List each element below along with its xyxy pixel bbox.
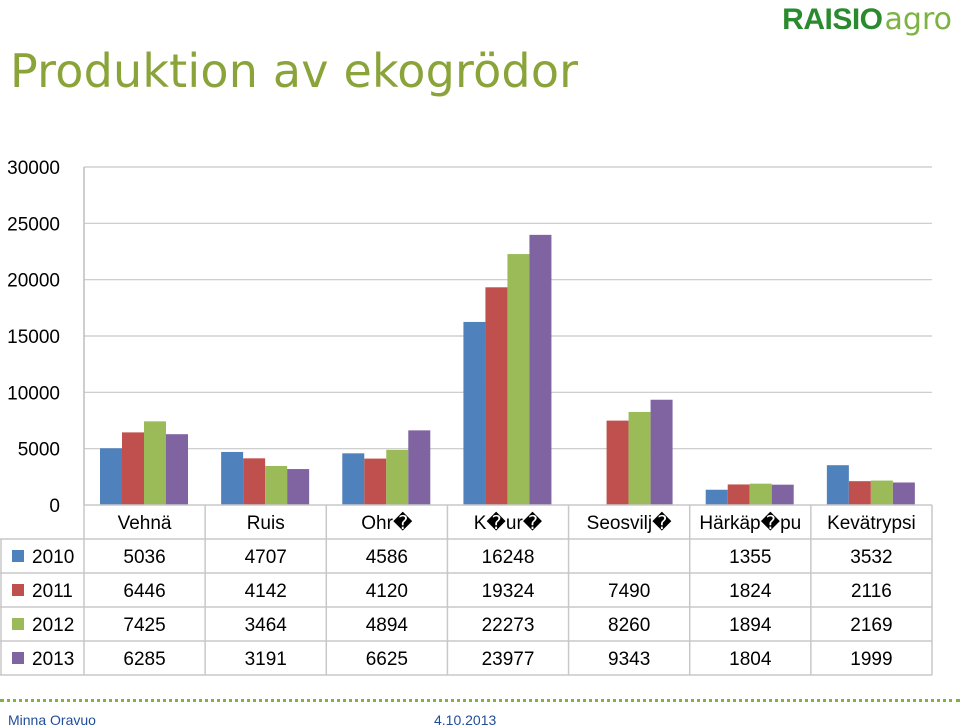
data-label: 8260: [608, 615, 650, 636]
footer-date: 4.10.2013: [434, 712, 497, 728]
bar: [408, 430, 431, 505]
data-label: 1999: [850, 649, 892, 670]
bar: [485, 287, 508, 505]
category-label: Härkäp�pu: [699, 511, 801, 534]
bar: [705, 489, 728, 505]
data-label: 7490: [608, 581, 650, 602]
data-label: 1804: [729, 649, 772, 670]
category-label: Vehnä: [118, 513, 172, 534]
raisio-agro-logo: RAISIOagro: [782, 2, 952, 37]
data-label: 1894: [729, 615, 772, 636]
bar: [221, 451, 244, 505]
bar: [749, 483, 772, 505]
bar: [529, 234, 552, 505]
data-label: 1355: [729, 547, 771, 568]
data-label: 6446: [123, 581, 165, 602]
y-tick-label: 25000: [7, 214, 60, 235]
legend-label: 2012: [32, 615, 74, 636]
bar: [463, 321, 486, 505]
bar: [122, 432, 144, 505]
bar: [848, 481, 871, 505]
logo-sub: agro: [884, 2, 952, 37]
bar: [265, 465, 288, 505]
bar: [100, 448, 122, 505]
footer-divider: [0, 699, 960, 702]
bar: [650, 399, 673, 505]
y-tick-label: 5000: [18, 440, 60, 461]
logo-brand: RAISIO: [782, 3, 883, 36]
bar: [287, 469, 310, 505]
bar: [628, 411, 651, 505]
data-label: 3532: [850, 547, 892, 568]
legend-label: 2011: [32, 581, 73, 602]
data-label: 3464: [245, 615, 288, 636]
bar: [342, 453, 365, 505]
bar: [771, 484, 794, 505]
data-label: 9343: [608, 649, 650, 670]
legend-swatch: [12, 618, 24, 630]
data-label: 23977: [482, 649, 535, 670]
bar: [826, 465, 849, 505]
data-label: 2116: [851, 581, 892, 602]
category-label: K�ur�: [474, 511, 543, 534]
bar: [144, 421, 166, 505]
legend-swatch: [12, 584, 24, 596]
bar: [892, 482, 915, 505]
bar: [870, 480, 893, 505]
data-label: 4586: [366, 547, 408, 568]
y-tick-label: 10000: [7, 383, 60, 404]
data-label: 5036: [123, 547, 165, 568]
legend-swatch: [12, 550, 24, 562]
bar: [243, 458, 266, 505]
bar: [166, 434, 188, 505]
legend-label: 2010: [32, 547, 74, 568]
category-label: Ruis: [247, 513, 285, 534]
data-label: 22273: [482, 615, 535, 636]
bar: [727, 484, 750, 505]
bar: [364, 458, 387, 505]
bar: [386, 449, 409, 505]
footer-author: Minna Oravuo: [8, 712, 96, 728]
page-title: Produktion av ekogrödor: [10, 44, 579, 98]
data-label: 3191: [245, 649, 287, 670]
data-label: 16248: [482, 547, 535, 568]
data-label: 6285: [123, 649, 165, 670]
data-label: 7425: [123, 615, 165, 636]
data-label: 1824: [729, 581, 772, 602]
legend-label: 2013: [32, 649, 74, 670]
data-label: 4120: [366, 581, 408, 602]
category-label: Kevätrypsi: [827, 513, 916, 534]
legend-swatch: [12, 652, 24, 664]
data-label: 2169: [850, 615, 892, 636]
category-label: Seosvilj�: [587, 511, 672, 534]
y-tick-label: 30000: [7, 158, 60, 179]
data-label: 4894: [366, 615, 409, 636]
y-tick-label: 0: [49, 496, 60, 517]
bar: [606, 420, 629, 505]
bar: [507, 254, 530, 505]
bar-chart: 30000 25000 20000 15000 10000 5000 0 Vehnä Ruis O…: [0, 158, 933, 676]
y-tick-label: 20000: [7, 271, 60, 292]
data-label: 6625: [366, 649, 408, 670]
category-label: Ohr�: [361, 511, 413, 534]
data-label: 19324: [482, 581, 535, 602]
data-label: 4707: [245, 547, 287, 568]
y-tick-label: 15000: [7, 327, 60, 348]
data-label: 4142: [245, 581, 287, 602]
